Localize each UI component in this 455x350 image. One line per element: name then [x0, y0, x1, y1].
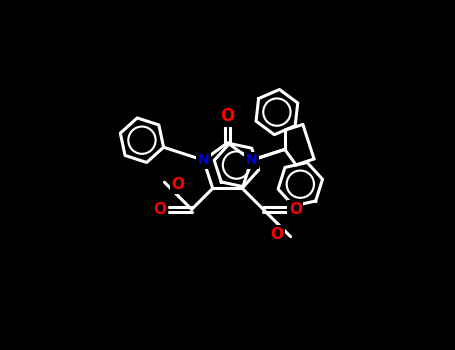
Text: O: O [220, 107, 235, 125]
Text: O: O [270, 226, 283, 242]
Text: O: O [172, 177, 185, 192]
Text: N: N [198, 153, 209, 167]
Text: O: O [153, 202, 166, 217]
Text: N: N [246, 153, 257, 167]
Text: O: O [289, 202, 302, 217]
